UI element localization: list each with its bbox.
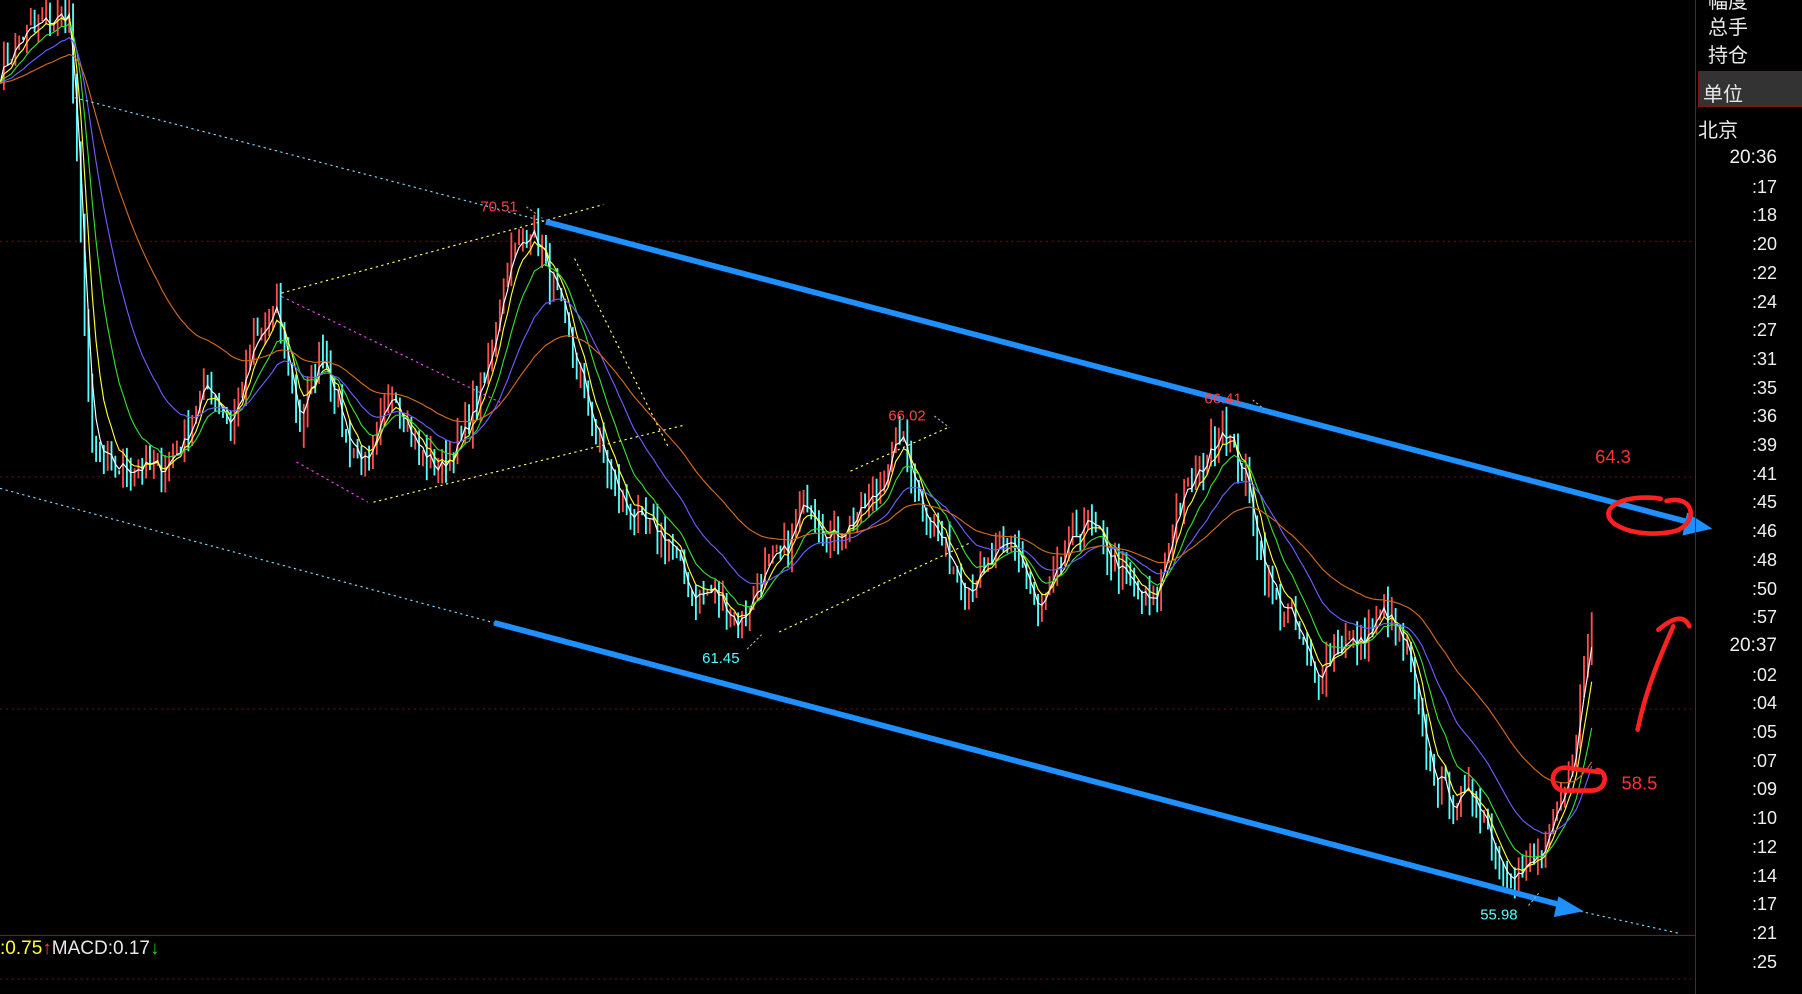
yellow-rise-bottom <box>778 541 972 633</box>
moving-average-line <box>0 22 1593 858</box>
time-row: 20:36 <box>1729 147 1777 168</box>
yellow-decline <box>574 258 670 449</box>
dotted-lower-channel-right <box>1580 910 1679 934</box>
channel-arrows <box>493 219 1713 918</box>
label-low-55-98: 55.98 <box>1480 906 1517 923</box>
label-low-61-45: 61.45 <box>702 650 739 667</box>
time-row: :04 <box>1751 693 1777 714</box>
time-row: :31 <box>1751 348 1777 369</box>
pink-flag-top <box>281 295 501 403</box>
extreme-labels: 70.51 66.02 66.41 61.45 55.98 <box>480 198 1541 923</box>
time-row: :17 <box>1751 894 1777 915</box>
time-row: :27 <box>1751 320 1777 341</box>
time-row: :22 <box>1751 262 1777 283</box>
up-arrow-stroke <box>1635 616 1692 732</box>
unit-button[interactable]: 单位 <box>1698 71 1802 107</box>
label-high-66-41: 66.41 <box>1204 390 1241 407</box>
time-row: :09 <box>1751 779 1777 800</box>
circle-upper-target <box>1606 495 1693 536</box>
right-info-panel: 幅度 总手 持仓 单位 北京 20:36 :17 :18 :20 :22 :24 :27 :3… <box>1695 0 1802 994</box>
time-row: :24 <box>1751 291 1777 312</box>
lower-channel-line <box>493 620 1564 909</box>
trend-dotted-lines <box>0 97 1679 934</box>
time-row: :46 <box>1751 521 1777 542</box>
moving-average-line <box>0 15 1593 872</box>
circle-lower-target <box>1550 765 1607 793</box>
moving-average-line <box>0 12 1593 880</box>
label-high-70-51: 70.51 <box>480 198 517 215</box>
yellow-wedge-bottom <box>373 424 684 503</box>
arrow-down-icon: ↓ <box>149 938 160 959</box>
moving-average-line <box>0 53 1593 784</box>
time-row: :36 <box>1751 406 1777 427</box>
dotted-upper-channel-ext <box>74 97 547 223</box>
label-total-volume: 总手 <box>1708 15 1748 39</box>
upper-channel-line <box>545 219 1693 526</box>
time-row: :25 <box>1751 951 1777 972</box>
time-row: 20:37 <box>1729 634 1777 656</box>
candles <box>2 0 1593 899</box>
time-row: :12 <box>1751 836 1777 857</box>
macd-indicator-readout: :0.75↑MACD:0.17↓ <box>0 938 159 960</box>
dotted-lower-channel-ext <box>0 487 495 624</box>
time-row: :57 <box>1751 607 1777 628</box>
grid-lines <box>0 240 1696 980</box>
time-row: :48 <box>1751 549 1777 570</box>
label-open-interest: 持仓 <box>1708 43 1748 67</box>
pink-flag-bottom <box>296 461 369 503</box>
time-row: :45 <box>1751 492 1777 513</box>
dif-value: :0.75 <box>0 938 43 959</box>
time-row: :39 <box>1751 435 1777 455</box>
handwritten-annotations <box>1550 495 1693 793</box>
unit-label: 单位 <box>1703 82 1743 106</box>
time-row: :10 <box>1751 808 1777 829</box>
time-row: :18 <box>1751 205 1777 226</box>
time-row: :14 <box>1751 865 1777 886</box>
moving-average-line <box>0 36 1593 835</box>
label-high-66-02: 66.02 <box>888 408 925 425</box>
lower-channel-arrowhead <box>1553 896 1584 918</box>
yellow-wedge-top <box>281 203 604 294</box>
time-row: :20 <box>1751 234 1777 255</box>
target-lower-text: 58.5 <box>1622 772 1658 793</box>
time-row: :02 <box>1751 664 1777 685</box>
arrow-up-icon: ↑ <box>42 938 52 959</box>
yellow-rise-top <box>850 426 949 472</box>
time-row: :50 <box>1751 578 1777 599</box>
time-row: :07 <box>1751 750 1777 771</box>
time-row: :05 <box>1751 722 1777 742</box>
moving-averages <box>0 12 1593 880</box>
time-row: :41 <box>1751 463 1777 484</box>
target-upper-text: 64.3 <box>1595 446 1631 467</box>
time-row: :17 <box>1751 176 1777 197</box>
label-amplitude: 幅度 <box>1708 0 1748 13</box>
time-row: :21 <box>1751 922 1777 943</box>
time-row: :35 <box>1751 377 1777 398</box>
region-label: 北京 <box>1698 118 1738 142</box>
macd-value: MACD:0.17 <box>51 938 150 959</box>
